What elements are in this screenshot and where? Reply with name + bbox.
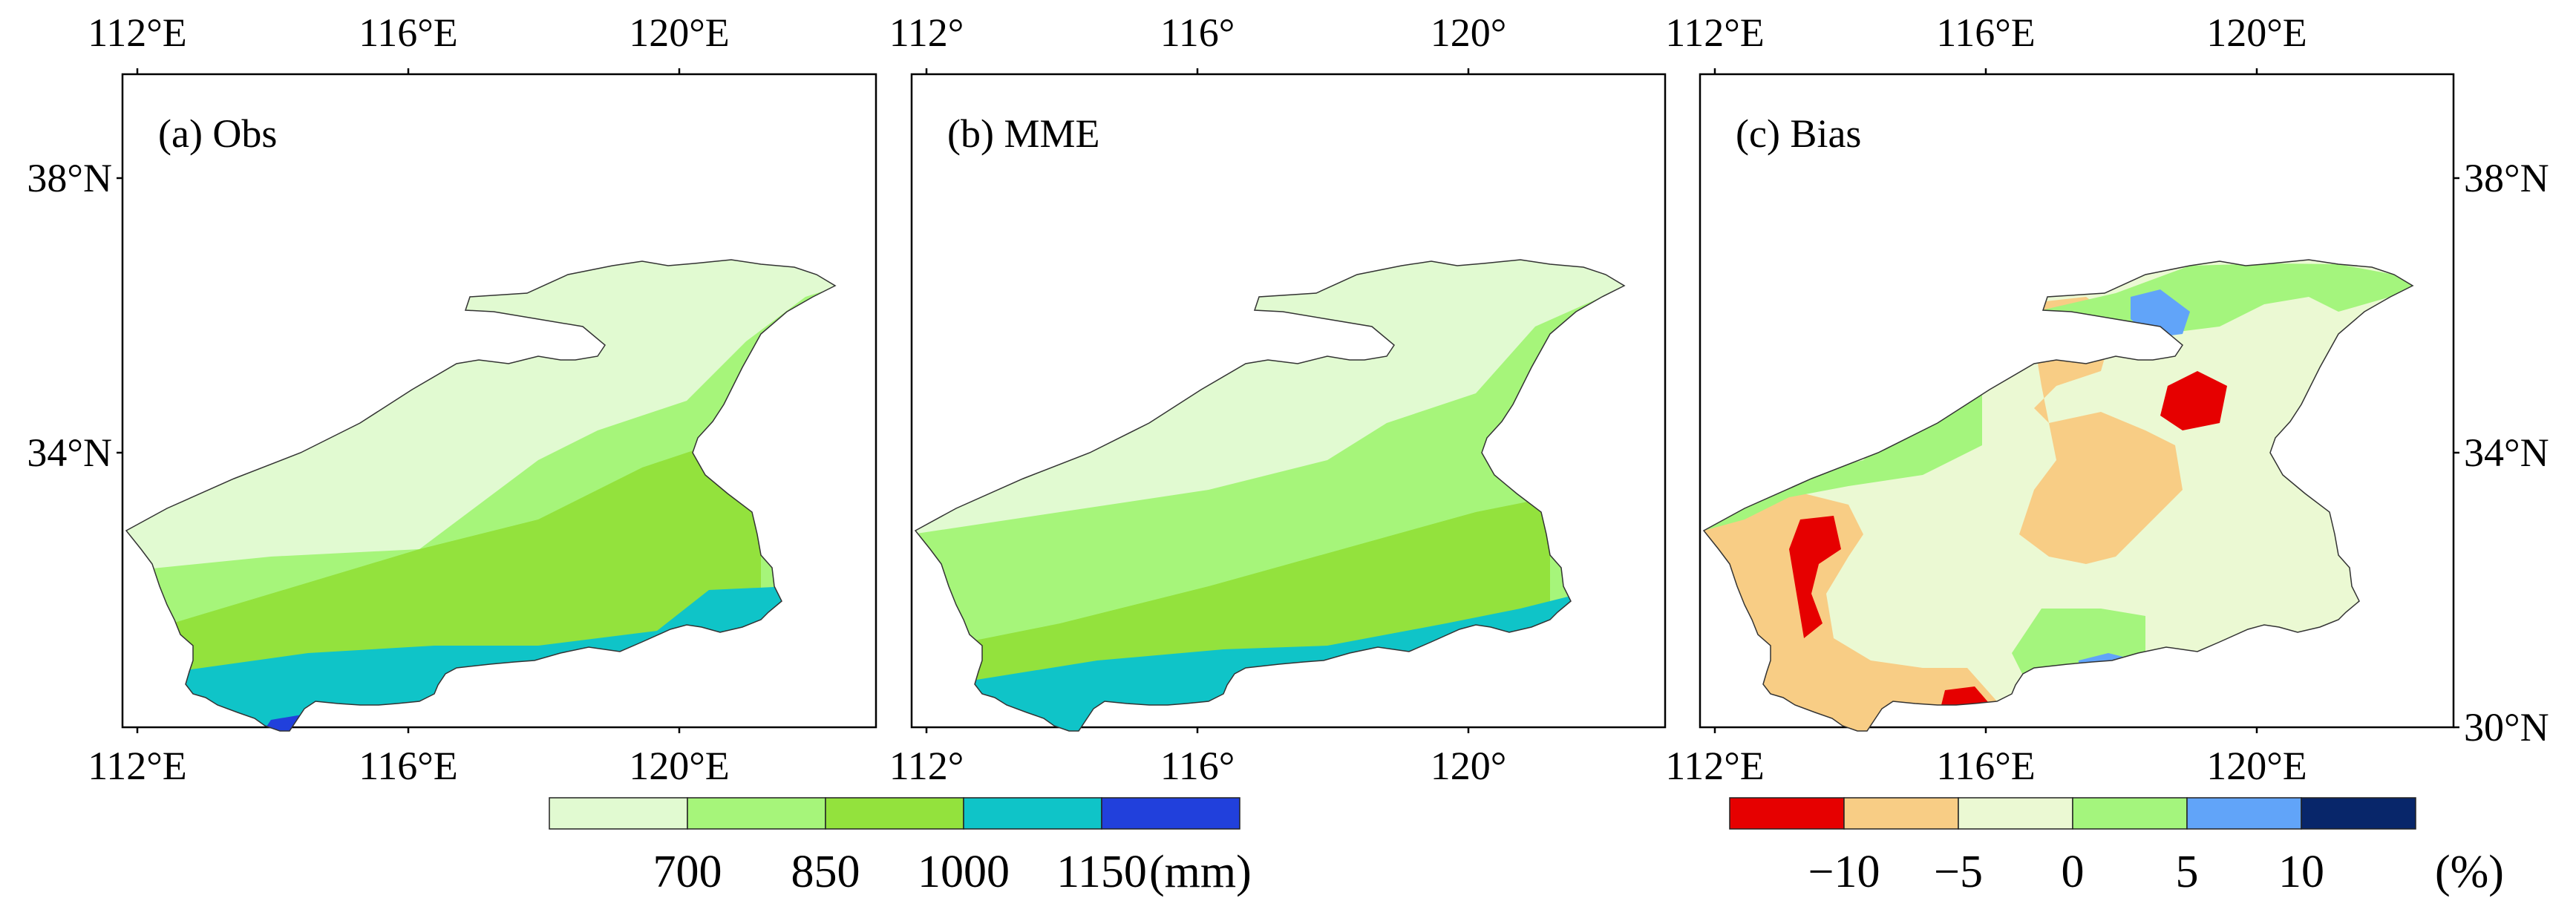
top-tick-label: 116° [1160, 10, 1235, 55]
colorbar-swatch [2301, 797, 2416, 830]
colorbar-unit: (mm) [1149, 847, 1252, 897]
panel-a: 112°E 116°E 120°E 112°E 116°E 120°E 38°N 34°N (a… [27, 10, 877, 788]
colorbar-swatch [1729, 797, 1845, 830]
field-band [2019, 297, 2183, 564]
right-tick-label: 30°N [2464, 705, 2549, 750]
left-tick-label: 38°N [27, 156, 112, 200]
panel-b: 112° 116° 120° 112° 116° 120° (b) MME [889, 10, 1667, 788]
colorbar-label: −10 [1808, 847, 1880, 897]
colorbar-label: −5 [1934, 847, 1983, 897]
bottom-tick-label: 120°E [629, 744, 730, 788]
colorbar-swatch [2072, 797, 2188, 830]
colorbar-label: 700 [653, 847, 722, 897]
colorbar-swatch [1843, 797, 1959, 830]
top-tick-label: 112° [889, 10, 964, 55]
colorbar-swatch [1101, 797, 1240, 830]
precip-legend: 700 850 1000 1150 (mm) [549, 797, 1252, 897]
region-outline [914, 259, 1626, 732]
region-outline [125, 259, 837, 732]
colorbar-swatch [2186, 797, 2302, 830]
region-outline [1702, 259, 2414, 732]
colorbar-label: 1000 [918, 847, 1010, 897]
bottom-tick-label: 112° [889, 744, 964, 788]
left-tick-label: 34°N [27, 430, 112, 475]
panel-title: (b) MME [947, 111, 1099, 156]
colorbar-label: 850 [791, 847, 860, 897]
colorbar-swatch [687, 797, 826, 830]
right-tick-label: 34°N [2464, 430, 2549, 475]
top-tick-label: 120° [1431, 10, 1507, 55]
colorbar-unit: (%) [2435, 847, 2504, 897]
top-tick-label: 112°E [88, 10, 187, 55]
bias-legend: −10 −5 0 5 10 (%) [1729, 797, 2504, 897]
colorbar-label: 1150 [1056, 847, 1147, 897]
bottom-tick-label: 120° [1431, 744, 1507, 788]
field-band [2160, 371, 2227, 430]
top-tick-label: 120°E [2206, 10, 2307, 55]
colorbar-label: 0 [2062, 847, 2085, 897]
bottom-tick-label: 116°E [359, 744, 458, 788]
top-tick-label: 116°E [1936, 10, 2036, 55]
colorbar-label: 5 [2176, 847, 2199, 897]
field-band [1789, 516, 1841, 638]
colorbar-label: 10 [2278, 847, 2324, 897]
bottom-tick-label: 116° [1160, 744, 1235, 788]
colorbar-swatch [549, 797, 688, 830]
panel-title: (c) Bias [1736, 111, 1861, 156]
top-tick-label: 116°E [359, 10, 458, 55]
colorbar-swatch [963, 797, 1102, 830]
right-tick-label: 38°N [2464, 156, 2549, 200]
bottom-tick-label: 116°E [1936, 744, 2036, 788]
field-band [1704, 490, 1997, 731]
colorbar-swatch [1958, 797, 2073, 830]
panel-title: (a) Obs [158, 111, 277, 156]
panel-c: 112°E 116°E 120°E 112°E 116°E 120°E 38°N 34°N 30… [1665, 10, 2549, 788]
colorbar-swatch [825, 797, 964, 830]
top-tick-label: 112°E [1665, 10, 1765, 55]
bottom-tick-label: 112°E [1665, 744, 1765, 788]
bottom-tick-label: 112°E [88, 744, 187, 788]
top-tick-label: 120°E [629, 10, 730, 55]
bottom-tick-label: 120°E [2206, 744, 2307, 788]
